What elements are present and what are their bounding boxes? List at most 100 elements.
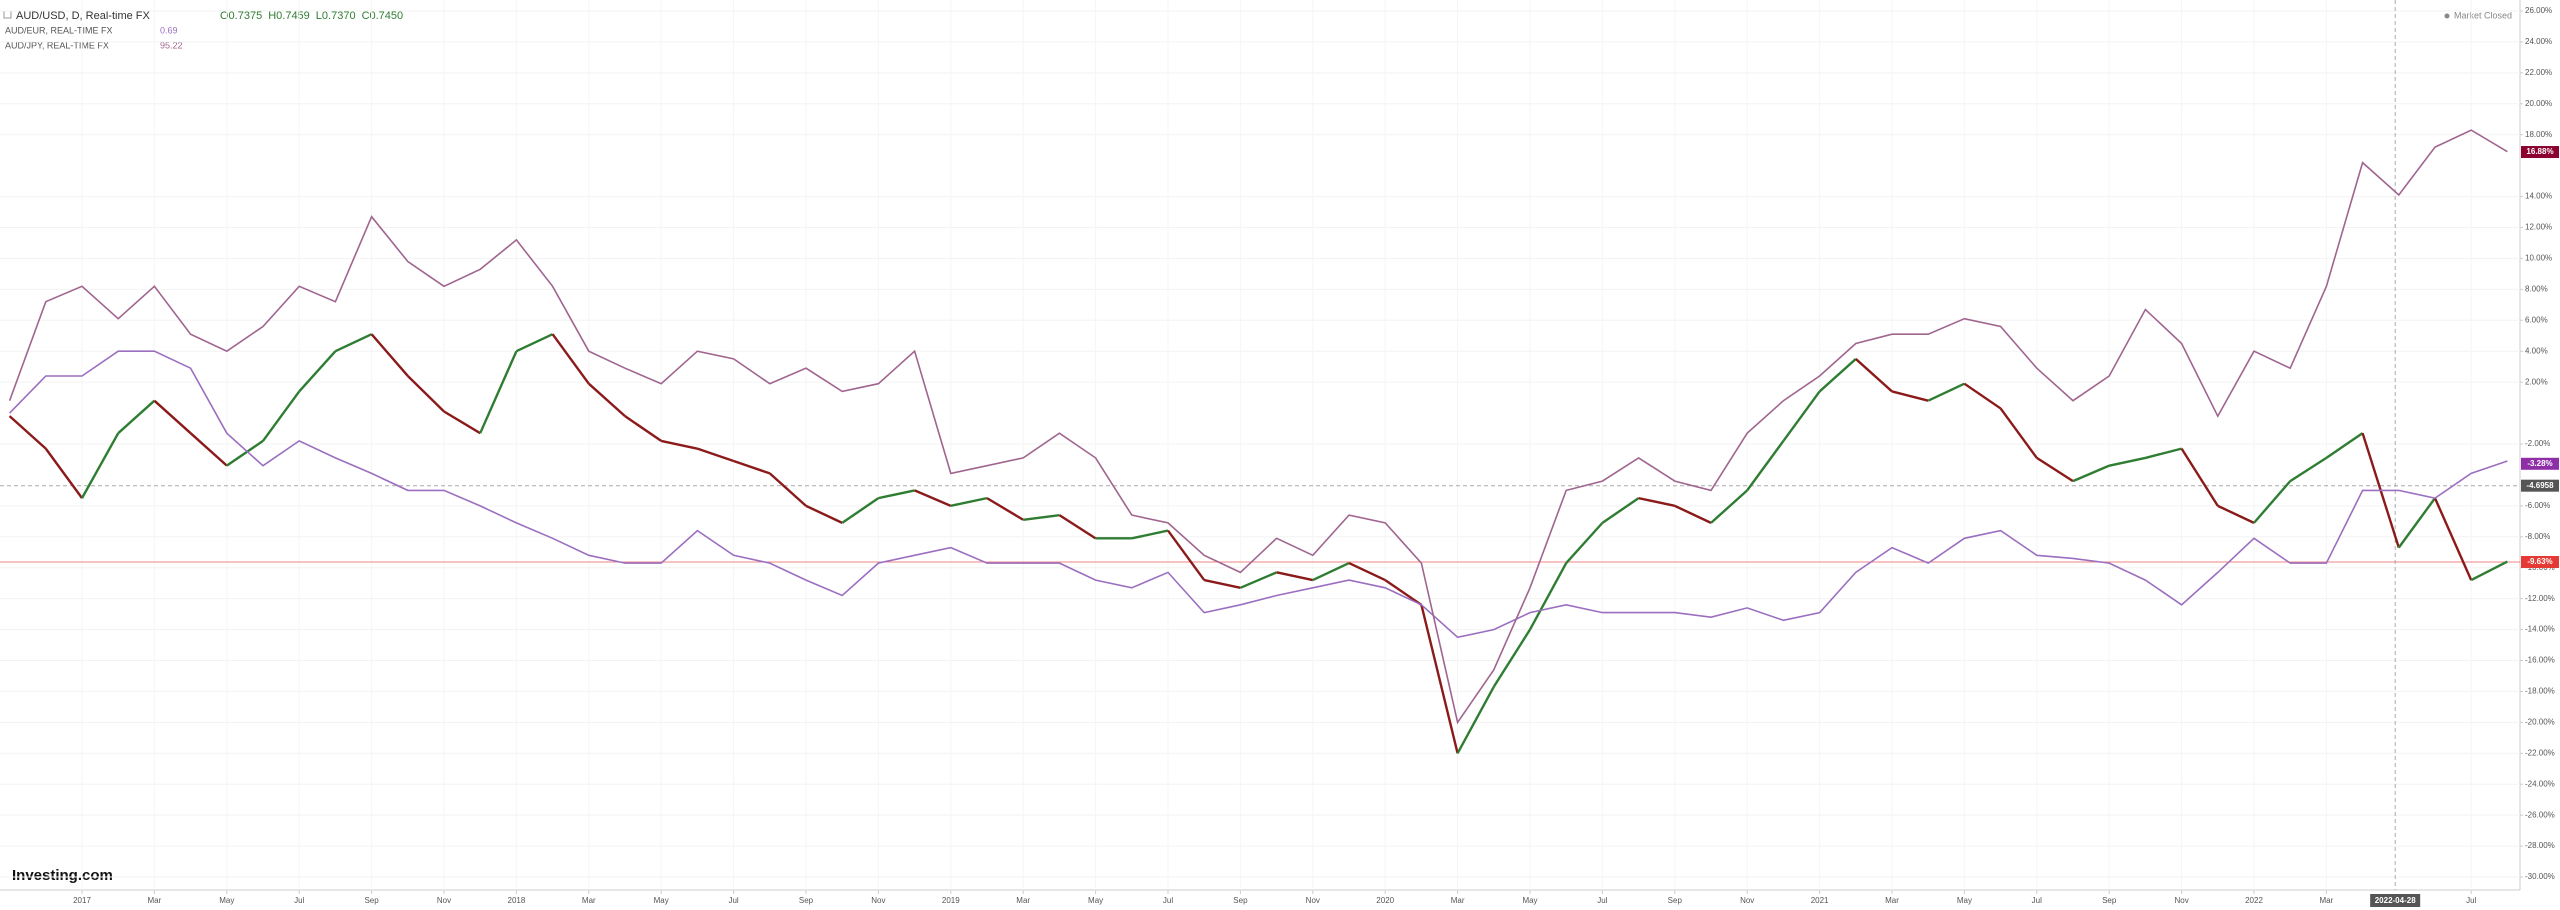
x-tick-label: May xyxy=(1957,896,1972,905)
y-tick-label: -24.00% xyxy=(2525,779,2555,788)
candle-segment xyxy=(1384,579,1423,606)
candle-segment xyxy=(1601,497,1640,524)
y-tick-label: 14.00% xyxy=(2525,192,2552,201)
x-tick-label: 2020 xyxy=(1376,896,1394,905)
last-value-label: 16.88% xyxy=(2526,147,2553,156)
candle-segment xyxy=(733,459,771,475)
y-tick-label: -28.00% xyxy=(2525,841,2555,850)
candle-segment xyxy=(624,415,662,442)
x-tick-label: May xyxy=(1088,896,1103,905)
x-tick-label: 2018 xyxy=(508,896,526,905)
market-status: Market Closed xyxy=(2454,10,2512,20)
candle-segment xyxy=(334,333,373,353)
y-tick-label: 26.00% xyxy=(2525,6,2552,15)
y-tick-label: 2.00% xyxy=(2525,377,2548,386)
candle-segment xyxy=(2289,456,2328,483)
y-tick-label: -18.00% xyxy=(2525,687,2555,696)
y-tick-label: -22.00% xyxy=(2525,748,2555,757)
y-tick-label: 4.00% xyxy=(2525,346,2548,355)
candle-segment xyxy=(1782,390,1821,442)
candle-segment xyxy=(1891,390,1929,402)
last-value-label: -9.63% xyxy=(2527,557,2552,566)
candle-segment xyxy=(226,439,264,467)
candle-segment xyxy=(1854,358,1893,393)
last-value-label: -3.28% xyxy=(2527,459,2552,468)
y-tick-label: -26.00% xyxy=(2525,810,2555,819)
candle-segment xyxy=(2433,497,2473,581)
candle-segment xyxy=(950,496,988,508)
candle-segment xyxy=(914,489,952,507)
candle-segment xyxy=(2253,480,2292,524)
y-tick-label: -2.00% xyxy=(2525,439,2550,448)
candle-segment xyxy=(1710,489,1749,524)
y-tick-label: -16.00% xyxy=(2525,656,2555,665)
candle-segment xyxy=(805,504,843,524)
candle-segment xyxy=(2470,560,2508,582)
x-tick-label: Nov xyxy=(2174,896,2188,905)
x-tick-label: Nov xyxy=(437,896,451,905)
ohlc-value: C0.7450 xyxy=(362,10,404,22)
candle-segment xyxy=(2036,456,2074,483)
candle-segment xyxy=(2217,504,2255,524)
x-tick-label: Mar xyxy=(148,896,162,905)
x-tick-label: Jul xyxy=(1163,896,1173,905)
candle-segment xyxy=(2108,456,2146,467)
candle-segment xyxy=(1456,686,1495,754)
candle-segment xyxy=(2072,464,2110,483)
candle-segment xyxy=(551,333,590,385)
candle-segment xyxy=(1927,382,1965,402)
ohlc-value: O0.7375 xyxy=(220,10,262,22)
x-tick-label: Nov xyxy=(871,896,885,905)
candle-segment xyxy=(8,415,47,450)
y-tick-label: 24.00% xyxy=(2525,37,2552,46)
y-tick-label: 12.00% xyxy=(2525,223,2552,232)
candle-segment xyxy=(1203,578,1241,589)
y-tick-label: 6.00% xyxy=(2525,315,2548,324)
candle-segment xyxy=(697,447,734,463)
x-tick-label: Sep xyxy=(364,896,379,905)
x-tick-label: Sep xyxy=(2102,896,2117,905)
x-tick-label: Nov xyxy=(1740,896,1754,905)
x-tick-label: Jul xyxy=(2032,896,2042,905)
candle-segment xyxy=(2145,447,2182,460)
x-tick-label: Sep xyxy=(1233,896,1248,905)
series-line xyxy=(8,129,2508,725)
x-tick-label: 2019 xyxy=(942,896,960,905)
candle-segment xyxy=(1565,522,1604,564)
candle-segment xyxy=(189,432,228,467)
x-tick-label: Jul xyxy=(728,896,738,905)
legend-name: AUD/JPY, REAL-TIME FX xyxy=(5,40,109,50)
y-tick-label: -8.00% xyxy=(2525,532,2550,541)
y-tick-label: -30.00% xyxy=(2525,872,2555,881)
candle-segment xyxy=(1528,562,1568,631)
candle-segment xyxy=(1167,529,1206,581)
ohlc-value: L0.7370 xyxy=(316,10,356,22)
main-title: AUD/USD, D, Real-time FX xyxy=(16,10,151,22)
candle-segment xyxy=(986,497,1024,521)
candle-segment xyxy=(660,439,698,450)
ohlc-value: H0.7459 xyxy=(268,10,310,22)
candle-segment xyxy=(1638,496,1676,508)
candle-segment xyxy=(406,375,445,413)
x-tick-label: Mar xyxy=(1885,896,1899,905)
candle-segment xyxy=(80,432,120,499)
candle-segment xyxy=(768,472,807,507)
logo: Investing.com xyxy=(12,867,113,884)
candle-segment xyxy=(44,447,83,499)
candle-segment xyxy=(1674,504,1712,524)
candle-segment xyxy=(841,497,880,524)
candle-segment xyxy=(1239,571,1278,589)
x-tick-label: Sep xyxy=(1668,896,1683,905)
candle-segment xyxy=(587,382,626,418)
crosshair-x-label: 2022-04-28 xyxy=(2375,896,2416,905)
y-tick-label: 20.00% xyxy=(2525,99,2552,108)
y-tick-label: 22.00% xyxy=(2525,68,2552,77)
candle-segment xyxy=(1348,561,1386,582)
x-tick-label: Jul xyxy=(2466,896,2476,905)
x-tick-label: Jul xyxy=(294,896,304,905)
candle-segment xyxy=(2325,432,2364,459)
x-tick-label: May xyxy=(654,896,669,905)
y-tick-label: 10.00% xyxy=(2525,254,2552,263)
x-tick-label: Sep xyxy=(799,896,814,905)
